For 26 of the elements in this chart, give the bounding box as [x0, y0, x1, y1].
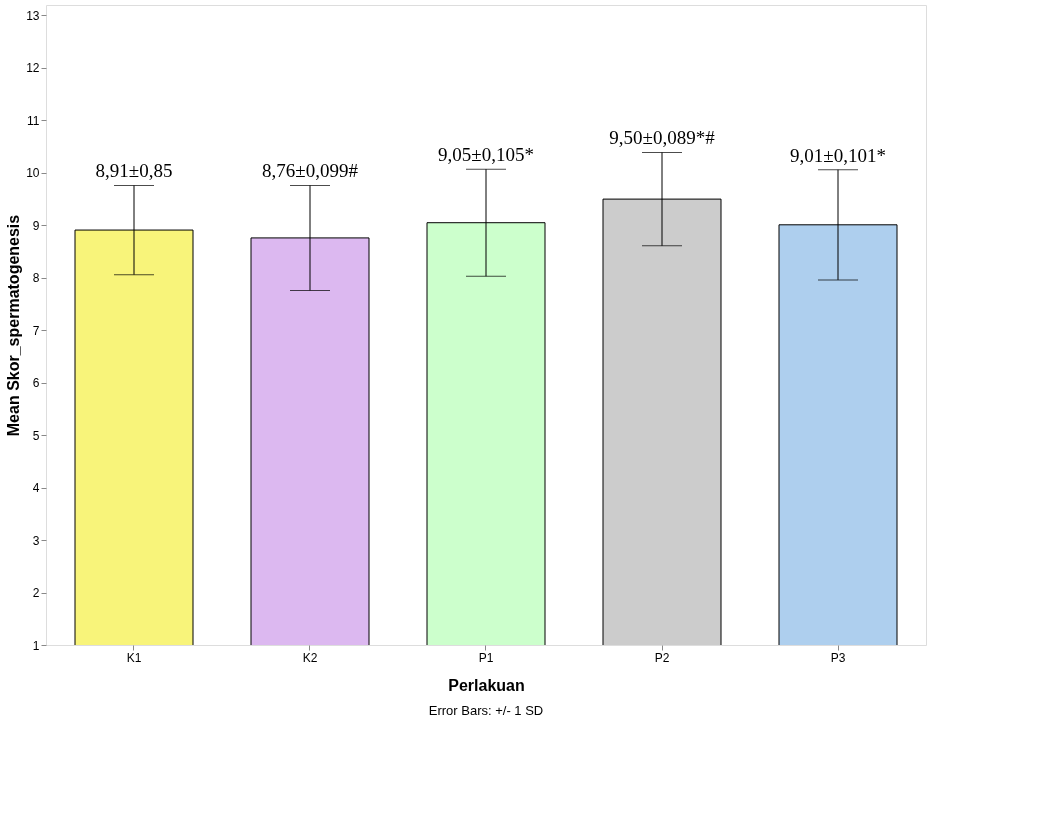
y-tick-label: 5: [32, 428, 40, 443]
y-tick-label: 4: [32, 481, 40, 496]
data-label: 9,05±0,105*: [438, 144, 534, 166]
y-tick-label: 8: [32, 271, 40, 286]
y-tick-label: 10: [26, 166, 40, 181]
y-tick-label: 1: [32, 638, 40, 653]
x-tick-label: P1: [478, 650, 494, 665]
y-tick-label: 12: [26, 61, 40, 76]
y-tick-label: 13: [26, 8, 40, 23]
y-tick-label: 11: [27, 113, 40, 128]
x-tick-label: P3: [830, 650, 846, 665]
y-tick-label: 9: [32, 218, 40, 233]
x-axis-title: Perlakuan: [448, 676, 525, 694]
data-label: 8,76±0,099#: [262, 160, 359, 182]
data-label: 9,01±0,101*: [790, 144, 886, 166]
data-label: 9,50±0,089*#: [609, 127, 716, 149]
x-tick-label: K1: [126, 650, 142, 665]
data-label: 8,91±0,85: [95, 160, 173, 182]
y-tick-label: 3: [32, 533, 40, 548]
text: Error Bars: +/- 1 SD: [428, 703, 544, 718]
y-tick-label: 6: [32, 376, 40, 391]
x-tick-label: K2: [302, 650, 318, 665]
x-tick-label: P2: [654, 650, 670, 665]
y-tick-label: 2: [32, 586, 40, 601]
y-tick-label: 7: [32, 323, 40, 338]
y-axis-title: Mean Skor_spermatogenesis: [5, 214, 23, 437]
